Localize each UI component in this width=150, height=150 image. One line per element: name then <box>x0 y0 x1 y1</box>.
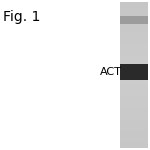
Bar <box>120 16 148 24</box>
Text: ACT: ACT <box>100 67 122 77</box>
Bar <box>120 64 148 80</box>
Text: Fig. 1: Fig. 1 <box>3 10 40 24</box>
